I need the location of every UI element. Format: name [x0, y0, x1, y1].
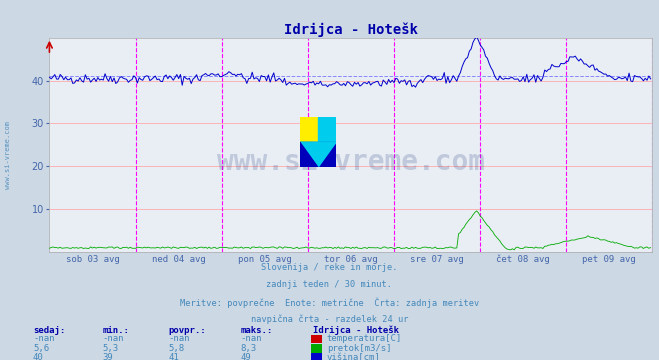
Text: -nan: -nan: [168, 334, 190, 343]
Text: 41: 41: [168, 353, 179, 360]
Text: 39: 39: [102, 353, 113, 360]
Text: 40: 40: [33, 353, 43, 360]
Text: www.si-vreme.com: www.si-vreme.com: [217, 148, 485, 176]
Text: -nan: -nan: [33, 334, 55, 343]
Text: www.si-vreme.com: www.si-vreme.com: [5, 121, 11, 189]
Text: -nan: -nan: [241, 334, 262, 343]
Text: navpična črta - razdelek 24 ur: navpična črta - razdelek 24 ur: [251, 315, 408, 324]
Text: temperatura[C]: temperatura[C]: [327, 334, 402, 343]
Text: sedaj:: sedaj:: [33, 326, 65, 335]
Text: Slovenija / reke in morje.: Slovenija / reke in morje.: [261, 263, 398, 272]
Text: povpr.:: povpr.:: [168, 326, 206, 335]
Text: 5,8: 5,8: [168, 344, 184, 353]
Text: -nan: -nan: [102, 334, 124, 343]
Text: 5,3: 5,3: [102, 344, 118, 353]
Text: maks.:: maks.:: [241, 326, 273, 335]
Text: višina[cm]: višina[cm]: [327, 353, 381, 360]
Polygon shape: [300, 142, 336, 167]
Polygon shape: [300, 142, 336, 167]
Text: Meritve: povprečne  Enote: metrične  Črta: zadnja meritev: Meritve: povprečne Enote: metrične Črta:…: [180, 297, 479, 308]
Text: Idrijca - Hotešk: Idrijca - Hotešk: [313, 325, 399, 335]
Bar: [318, 117, 336, 142]
Text: zadnji teden / 30 minut.: zadnji teden / 30 minut.: [266, 280, 393, 289]
Text: 5,6: 5,6: [33, 344, 49, 353]
Bar: [300, 117, 318, 142]
Text: min.:: min.:: [102, 326, 129, 335]
Title: Idrijca - Hotešk: Idrijca - Hotešk: [284, 22, 418, 37]
Polygon shape: [300, 142, 318, 167]
Text: 8,3: 8,3: [241, 344, 256, 353]
Text: 49: 49: [241, 353, 251, 360]
Text: pretok[m3/s]: pretok[m3/s]: [327, 344, 391, 353]
